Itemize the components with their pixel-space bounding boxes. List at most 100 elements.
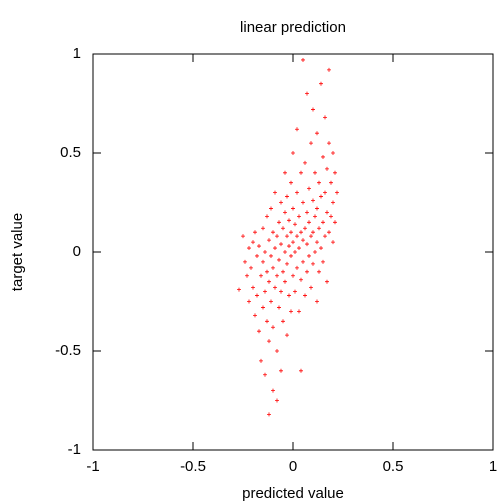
- point: [303, 226, 307, 231]
- point: [317, 226, 321, 231]
- point: [323, 234, 327, 239]
- point: [299, 277, 303, 282]
- point: [319, 194, 323, 199]
- point: [309, 285, 313, 290]
- point: [301, 259, 305, 264]
- point: [271, 265, 275, 270]
- point: [291, 206, 295, 211]
- x-tick-label: 0: [289, 458, 297, 475]
- point: [325, 166, 329, 171]
- point: [283, 279, 287, 284]
- point: [283, 170, 287, 175]
- point: [251, 240, 255, 245]
- point: [267, 339, 271, 344]
- y-tick-label: 0: [73, 243, 81, 260]
- point: [261, 226, 265, 231]
- point: [263, 372, 267, 377]
- point: [301, 200, 305, 205]
- point: [303, 293, 307, 298]
- point: [259, 273, 263, 278]
- point: [331, 151, 335, 155]
- point: [315, 299, 319, 304]
- point: [319, 81, 323, 86]
- point: [285, 234, 289, 239]
- point: [245, 273, 249, 278]
- point: [271, 325, 275, 330]
- point: [335, 190, 339, 195]
- point: [295, 234, 299, 239]
- point: [247, 299, 251, 304]
- point: [307, 186, 311, 191]
- y-tick-label: 1: [73, 45, 81, 62]
- point: [289, 180, 293, 185]
- point: [283, 210, 287, 215]
- point: [305, 91, 309, 96]
- point: [325, 210, 329, 215]
- point: [291, 273, 295, 278]
- point: [297, 214, 301, 219]
- point: [307, 220, 311, 225]
- point: [269, 206, 273, 211]
- point: [331, 200, 335, 205]
- point: [323, 115, 327, 120]
- point: [265, 319, 269, 324]
- x-axis-label: predicted value: [242, 485, 344, 502]
- point: [317, 180, 321, 185]
- point: [275, 349, 279, 353]
- point: [275, 398, 279, 403]
- point: [327, 67, 331, 72]
- point: [275, 234, 279, 239]
- point: [289, 253, 293, 258]
- point: [279, 289, 283, 294]
- point: [267, 412, 271, 417]
- point: [321, 154, 325, 159]
- point: [279, 200, 283, 205]
- y-tick-label: -1: [68, 441, 81, 458]
- point: [275, 273, 279, 278]
- point: [259, 358, 263, 363]
- point: [287, 244, 291, 249]
- point: [299, 230, 303, 235]
- point: [295, 190, 299, 195]
- point: [257, 244, 261, 249]
- point: [283, 250, 287, 254]
- point: [321, 220, 325, 225]
- point: [299, 368, 303, 373]
- point: [313, 170, 317, 175]
- point: [319, 246, 323, 251]
- point: [261, 305, 265, 310]
- point: [293, 222, 297, 227]
- point: [311, 107, 315, 112]
- y-tick-label: -0.5: [55, 342, 81, 359]
- x-tick-label: 1: [489, 458, 497, 475]
- point: [251, 285, 255, 290]
- point: [287, 218, 291, 223]
- point: [297, 246, 301, 251]
- point: [273, 285, 277, 290]
- point: [241, 234, 245, 239]
- point: [237, 287, 241, 292]
- point: [285, 333, 289, 338]
- point: [265, 269, 269, 274]
- point: [285, 194, 289, 199]
- point: [309, 234, 313, 239]
- point: [315, 240, 319, 245]
- point: [329, 214, 333, 219]
- point: [263, 250, 267, 254]
- point: [287, 293, 291, 298]
- y-axis-label: target value: [9, 213, 26, 291]
- point: [257, 329, 261, 334]
- point: [247, 246, 251, 251]
- x-tick-label: -0.5: [180, 458, 206, 475]
- point: [291, 240, 295, 245]
- point: [317, 269, 321, 274]
- point: [315, 131, 319, 136]
- point: [263, 289, 267, 294]
- point: [269, 253, 273, 258]
- point: [333, 170, 337, 175]
- point: [269, 299, 273, 304]
- point: [295, 265, 299, 270]
- point: [281, 226, 285, 231]
- point: [281, 319, 285, 324]
